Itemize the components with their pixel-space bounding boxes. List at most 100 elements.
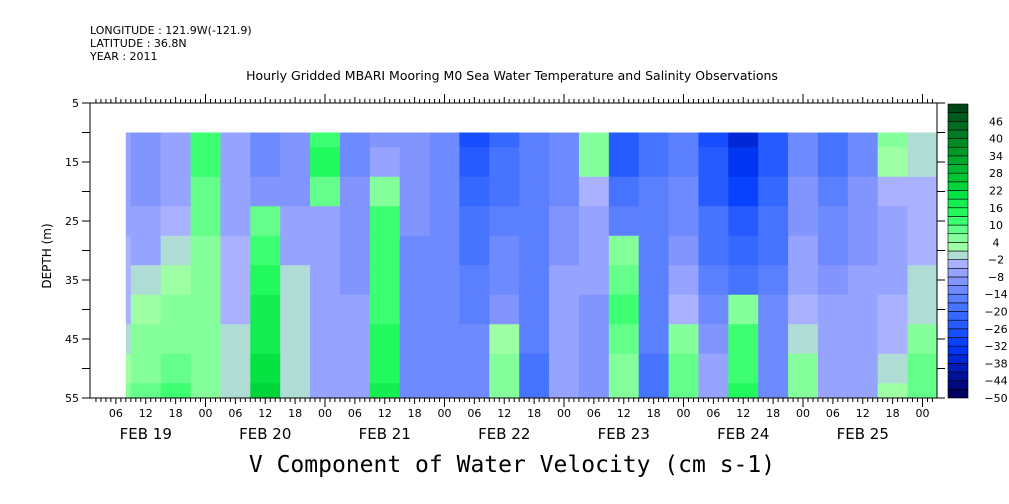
heatmap-cell	[728, 324, 759, 355]
x-hour-label: 18	[647, 407, 661, 420]
colorbar-box	[947, 250, 969, 260]
colorbar-label: −20	[984, 306, 1007, 319]
colorbar-box	[947, 389, 969, 399]
heatmap-cell	[549, 206, 580, 237]
heatmap-cell	[817, 383, 849, 399]
heatmap-cell	[638, 206, 670, 237]
heatmap-cell	[847, 176, 879, 207]
x-hour-label: 18	[766, 407, 780, 420]
x-hour-label: 00	[557, 407, 571, 420]
colorbar-label: 34	[989, 150, 1003, 163]
heatmap-cell	[160, 206, 192, 237]
x-hour-label: 12	[378, 407, 392, 420]
colorbar-box	[947, 190, 969, 200]
x-date-label: FEB 23	[598, 425, 650, 443]
heatmap-cell	[608, 383, 640, 399]
heatmap-cell	[668, 294, 699, 325]
heatmap-cell	[125, 265, 132, 296]
heatmap-cell	[788, 294, 819, 325]
heatmap-cell	[190, 324, 221, 355]
heatmap-cell	[907, 176, 938, 207]
colorbar-box	[947, 337, 969, 347]
heatmap-cell	[698, 383, 729, 399]
heatmap-cell	[280, 294, 311, 325]
heatmap-cell	[877, 147, 909, 178]
colorbar-box	[947, 242, 969, 252]
heatmap-cell	[489, 353, 520, 384]
heatmap-cell	[369, 353, 401, 384]
heatmap-cell	[250, 147, 281, 178]
heatmap-cell	[758, 383, 789, 399]
heatmap-cell	[339, 176, 371, 207]
colorbar-box	[947, 216, 969, 226]
heatmap-cell	[190, 353, 221, 384]
chart-title: Hourly Gridded MBARI Mooring M0 Sea Wate…	[246, 68, 778, 83]
heatmap-cell	[369, 324, 401, 355]
heatmap-cell	[519, 294, 550, 325]
heatmap-cell	[578, 176, 610, 207]
heatmap-cell	[668, 383, 699, 399]
heatmap-cell	[250, 206, 281, 237]
heatmap-cell	[459, 265, 490, 296]
colorbar-label: −50	[984, 392, 1007, 405]
heatmap-cell	[220, 265, 251, 296]
heatmap-cell	[817, 147, 849, 178]
heatmap-cell	[578, 132, 610, 148]
heatmap-cell	[877, 176, 909, 207]
heatmap-cell	[698, 324, 729, 355]
heatmap-cell	[429, 353, 460, 384]
heatmap-cell	[847, 383, 879, 399]
heatmap-cell	[817, 176, 849, 207]
heatmap-cell	[847, 206, 879, 237]
heatmap-cell	[339, 147, 371, 178]
heatmap-cell	[788, 265, 819, 296]
heatmap-cell	[489, 206, 520, 237]
colorbar-box	[947, 345, 969, 356]
colorbar-box	[947, 120, 969, 131]
heatmap-cell	[190, 235, 221, 266]
heatmap-cell	[638, 294, 670, 325]
colorbar-box	[947, 380, 969, 390]
heatmap-cell	[668, 147, 699, 178]
heatmap-cell	[668, 324, 699, 355]
heatmap-cell	[578, 294, 610, 325]
heatmap-cell	[907, 265, 938, 296]
heatmap-cell	[339, 265, 371, 296]
heatmap-cell	[280, 147, 311, 178]
heatmap-cell	[788, 324, 819, 355]
heatmap-cell	[250, 235, 281, 266]
heatmap-cell	[125, 383, 132, 399]
heatmap-cell	[250, 294, 281, 325]
heatmap-cell	[459, 235, 490, 266]
heatmap-cell	[130, 324, 162, 355]
x-hour-label: 00	[318, 407, 332, 420]
colorbar-box	[947, 233, 969, 243]
heatmap-cell	[549, 147, 580, 178]
y-tick-label: 15	[65, 156, 79, 169]
heatmap-cell	[459, 206, 490, 237]
heatmap-cell	[758, 265, 789, 296]
heatmap-cell	[907, 132, 938, 148]
heatmap-cell	[160, 353, 192, 384]
heatmap-cell	[190, 206, 221, 237]
x-date-label: FEB 20	[239, 425, 291, 443]
heatmap-cell	[125, 294, 132, 325]
heatmap-cell	[668, 206, 699, 237]
heatmap-cell	[907, 147, 938, 178]
heatmap-cell	[130, 294, 162, 325]
y-tick-label: 35	[65, 274, 79, 287]
colorbar-label: −26	[984, 323, 1007, 336]
heatmap-cell	[817, 353, 849, 384]
heatmap-cell	[847, 353, 879, 384]
colorbar-box	[947, 129, 969, 139]
colorbar-label: −8	[988, 271, 1004, 284]
heatmap-cell	[250, 383, 281, 399]
heatmap-cell	[907, 235, 938, 266]
heatmap-cell	[728, 176, 759, 207]
heatmap-cell	[907, 324, 938, 355]
heatmap-cell	[608, 176, 640, 207]
heatmap-cell	[125, 147, 132, 178]
heatmap-cell	[638, 383, 670, 399]
heatmap-cell	[728, 383, 759, 399]
heatmap-cell	[549, 132, 580, 148]
